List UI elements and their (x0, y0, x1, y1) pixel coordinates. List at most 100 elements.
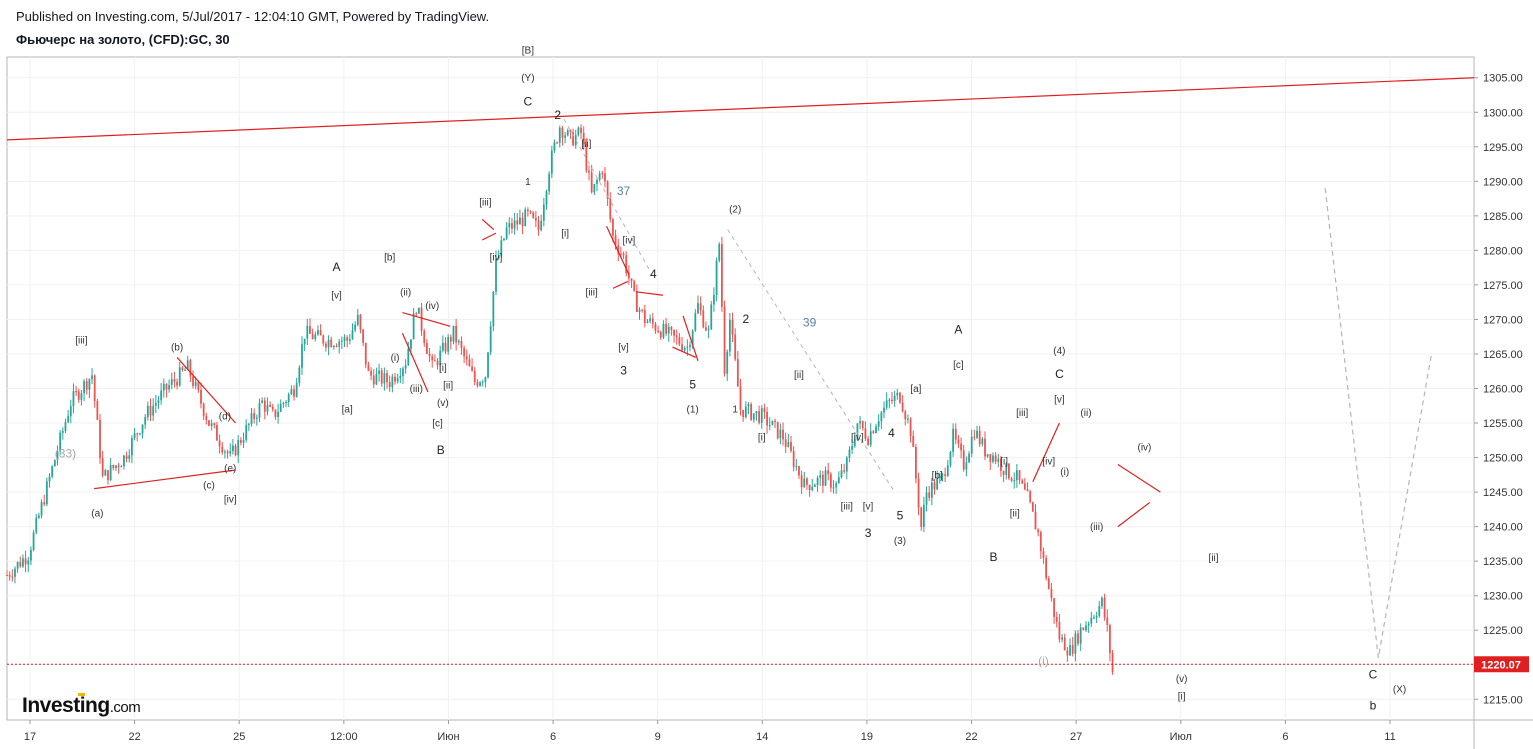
candle-body (782, 429, 784, 440)
candle-body (853, 439, 856, 446)
wave-label: [iv] (224, 494, 237, 505)
candle-body (829, 474, 832, 488)
candle-body (107, 470, 109, 481)
candle-body (375, 373, 378, 385)
wave-label: [iv] (1042, 456, 1055, 467)
candle-body (327, 339, 330, 348)
candle-body (112, 465, 115, 469)
candle-body (192, 376, 194, 387)
candle-body (922, 504, 925, 527)
logo-text: Investing (22, 694, 110, 717)
time-axis[interactable]: 17 22 25 12:00 Июн 6 9 14 19 22 27 Июл 6 11 (24, 720, 1396, 743)
candle-body (1090, 617, 1093, 624)
candle-body (821, 474, 824, 486)
candle-body (534, 217, 537, 221)
wave-label: C (524, 94, 533, 108)
candle-body (909, 418, 912, 437)
candle-body (1042, 551, 1045, 558)
candle-body (1074, 633, 1077, 654)
candle-body (742, 409, 745, 418)
candle-body (843, 470, 846, 472)
wave-label: (ii) (400, 287, 411, 298)
candle-body (391, 376, 394, 388)
candle-body (691, 330, 694, 345)
x-tick-label: 17 (24, 731, 36, 743)
candle-body (739, 386, 742, 410)
candle-body (343, 337, 346, 341)
candle-body (779, 429, 782, 439)
wave-label: [iv] (490, 253, 503, 264)
candle-body (250, 413, 253, 424)
triangle-line (1117, 501, 1151, 528)
candle-body (673, 329, 675, 336)
x-tick-label: 14 (756, 731, 768, 743)
wave-label: 1 (525, 177, 531, 188)
candle-body (859, 421, 861, 424)
x-tick-label: 11 (1384, 731, 1395, 743)
candle-body (168, 384, 171, 390)
wave-label: (ii) (1080, 408, 1091, 419)
candle-body (643, 310, 646, 323)
candle-body (194, 381, 197, 387)
x-tick-label: 27 (1070, 731, 1082, 743)
candle-body (189, 360, 192, 377)
x-tick-label: 9 (655, 731, 661, 743)
candle-body (994, 455, 997, 462)
candle-body (670, 326, 673, 330)
candle-body (346, 337, 349, 341)
candle-body (1106, 617, 1109, 625)
candle-body (832, 487, 835, 489)
candle-body (216, 425, 218, 441)
candle-body (558, 127, 561, 143)
x-tick-label: 6 (1282, 731, 1288, 743)
candle-body (590, 172, 593, 193)
candle-body (620, 253, 622, 255)
triangle-line (1117, 463, 1161, 493)
candle-body (896, 392, 899, 396)
candle-body (651, 318, 654, 324)
triangle-line (606, 225, 630, 275)
candle-body (1103, 597, 1106, 618)
candle-body (577, 127, 580, 136)
x-tick-label: 12:00 (330, 731, 358, 743)
candle-body (282, 402, 285, 404)
candle-body (505, 227, 508, 239)
candle-body (556, 142, 559, 144)
candle-body (617, 245, 620, 254)
candle-body (915, 446, 917, 479)
candle-body (43, 502, 46, 505)
candle-body (678, 337, 681, 345)
wave-label: B (989, 550, 997, 564)
candle-body (1063, 637, 1066, 651)
wave-label: [c] (432, 418, 443, 429)
candle-body (473, 370, 476, 383)
instrument-title: Фьючерс на золото, (CFD):GC, 30 (16, 32, 230, 47)
candle-body (372, 375, 375, 385)
candle-body (420, 307, 423, 331)
candle-body (314, 334, 317, 339)
price-axis[interactable]: 1215.001220.001225.001230.001235.001240.… (1474, 73, 1523, 707)
candle-body (197, 381, 200, 390)
candle-body (415, 313, 418, 315)
wave-label: [iii] (586, 287, 598, 298)
wave-label: [v] (863, 501, 874, 512)
candle-body (423, 330, 426, 344)
candle-body (1109, 624, 1111, 654)
wave-label: 2 (554, 108, 561, 122)
candle-body (604, 173, 606, 182)
candle-body (986, 454, 989, 457)
candle-body (471, 366, 473, 371)
candle-body (8, 575, 11, 577)
candle-body (819, 474, 822, 478)
y-tick-label: 1250.00 (1483, 453, 1523, 465)
wave-label: [iv] (622, 235, 635, 246)
triangle-line (481, 232, 497, 241)
y-tick-label: 1240.00 (1483, 522, 1523, 534)
candle-body (359, 314, 362, 330)
candle-body (938, 475, 941, 479)
candle-body (69, 406, 72, 417)
candle-body (635, 290, 638, 312)
candle-body (208, 420, 210, 426)
candle-body (213, 423, 216, 426)
